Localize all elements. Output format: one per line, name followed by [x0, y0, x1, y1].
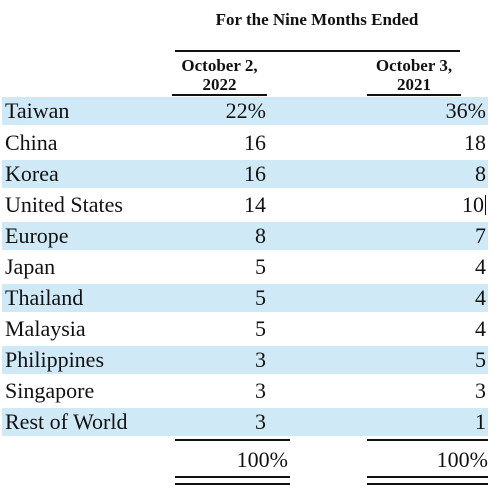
table-row: Malaysia 5 4	[2, 315, 488, 343]
column-header-2022-line2: 2022	[202, 75, 237, 94]
value-2021: 36%	[445, 98, 486, 123]
value-2022: 3	[255, 347, 266, 372]
value-2021: 4	[475, 316, 486, 341]
row-label: Korea	[5, 161, 59, 186]
table-row: Taiwan 22% 36%	[2, 97, 488, 125]
value-2021: 18	[464, 130, 486, 155]
row-label: Singapore	[5, 378, 95, 403]
column-header-2022: October 2, 2022	[172, 56, 267, 94]
value-2022: 5	[255, 285, 266, 310]
value-2021: 4	[475, 285, 486, 310]
header-rule-period	[175, 50, 460, 52]
table-row: Thailand 5 4	[2, 284, 488, 312]
table-header-period: For the Nine Months Ended	[215, 10, 419, 29]
value-2022: 16	[244, 161, 266, 186]
value-2021: 10	[462, 191, 486, 219]
value-2022: 3	[255, 378, 266, 403]
value-2021: 3	[475, 378, 486, 403]
text-cursor	[485, 195, 486, 215]
total-2021: 100%	[436, 447, 488, 472]
column-header-2021-line1: October 3,	[375, 56, 453, 75]
total-2022: 100%	[236, 447, 288, 472]
row-label: United States	[5, 192, 123, 217]
value-2022: 3	[255, 409, 266, 434]
value-2021: 4	[475, 254, 486, 279]
value-2021: 1	[475, 409, 486, 434]
total-row: 100% 100%	[2, 446, 488, 474]
header-rule-2021	[367, 94, 461, 96]
row-label: Philippines	[5, 347, 105, 372]
subtotal-rule-2021	[367, 439, 488, 441]
value-2021: 8	[475, 161, 486, 186]
table-row: China 16 18	[2, 129, 488, 157]
table-row: Korea 16 8	[2, 160, 488, 188]
value-2021: 5	[475, 347, 486, 372]
value-2021: 7	[475, 223, 486, 248]
total-double-rule-2022	[175, 476, 290, 485]
value-2022: 5	[255, 254, 266, 279]
header-rule-2022	[172, 94, 267, 96]
value-2022: 22%	[225, 98, 266, 123]
row-label: Taiwan	[5, 98, 70, 123]
total-double-rule-2021	[367, 476, 488, 485]
row-label: China	[5, 130, 58, 155]
table-row: Philippines 3 5	[2, 346, 488, 374]
table-row: United States 14 10	[2, 191, 488, 219]
row-label: Malaysia	[5, 316, 86, 341]
column-header-2021-line2: 2021	[397, 75, 431, 94]
value-2022: 5	[255, 316, 266, 341]
column-header-2022-line1: October 2,	[181, 56, 258, 75]
table-row: Europe 8 7	[2, 222, 488, 250]
value-2021-text: 10	[462, 192, 484, 217]
row-label: Japan	[5, 254, 56, 279]
row-label: Europe	[5, 223, 69, 248]
table-row: Singapore 3 3	[2, 377, 488, 405]
subtotal-rule-2022	[175, 439, 290, 441]
value-2022: 8	[255, 223, 266, 248]
column-header-2021: October 3, 2021	[367, 56, 461, 94]
row-label: Thailand	[5, 285, 84, 310]
table-row: Rest of World 3 1	[2, 408, 488, 436]
table-row: Japan 5 4	[2, 253, 488, 281]
value-2022: 14	[244, 192, 266, 217]
value-2022: 16	[244, 130, 266, 155]
row-label: Rest of World	[5, 409, 128, 434]
